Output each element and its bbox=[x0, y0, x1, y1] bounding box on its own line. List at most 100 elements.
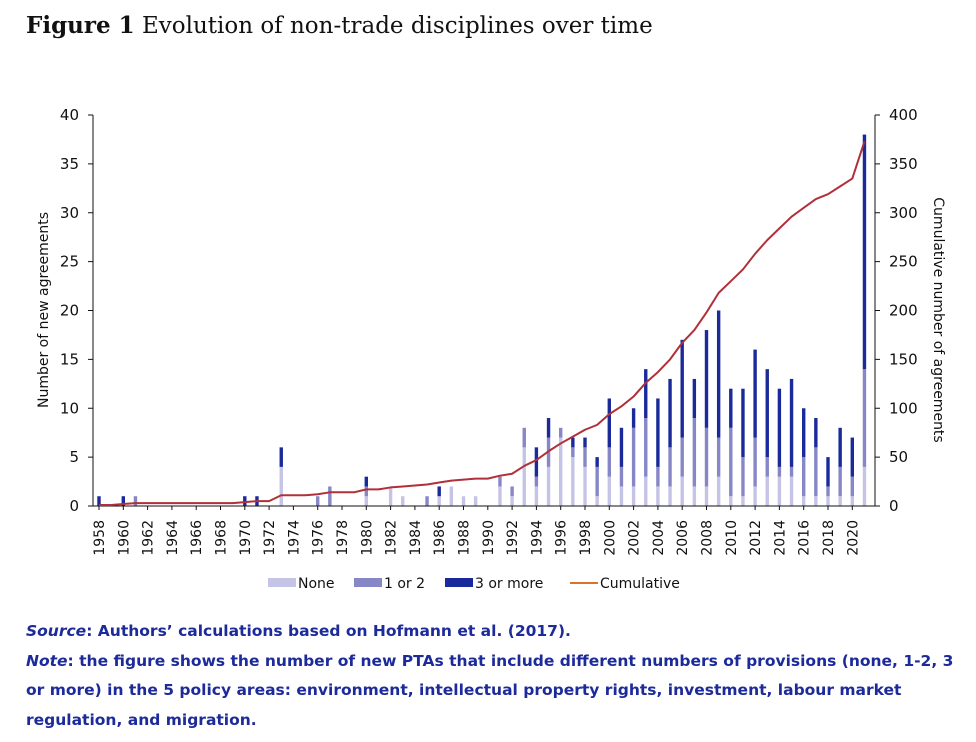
bar-none-1982 bbox=[388, 486, 393, 506]
bar-1-or-2-2009 bbox=[716, 437, 721, 477]
source-label: Source bbox=[26, 622, 87, 640]
bar-none-1997 bbox=[571, 457, 575, 507]
y-tick-label: 15 bbox=[60, 350, 79, 368]
x-tick-label: 1988 bbox=[457, 520, 473, 556]
bar-none-1992 bbox=[510, 496, 514, 506]
bar-1-or-2-2005 bbox=[668, 447, 672, 487]
bar-3-or-more-1986 bbox=[437, 486, 441, 497]
x-tick-label: 1974 bbox=[286, 520, 302, 556]
bar-none-1987 bbox=[449, 486, 454, 506]
bar-1-or-2-2013 bbox=[765, 457, 769, 477]
bar-1-or-2-1999 bbox=[595, 466, 599, 497]
bar-none-1986 bbox=[437, 496, 441, 506]
legend-swatch-3-or-more bbox=[445, 578, 473, 587]
bar-3-or-more-2002 bbox=[631, 408, 636, 428]
explanatory-note: Note: the figure shows the number of new… bbox=[26, 647, 971, 736]
bar-3-or-more-2020 bbox=[850, 437, 854, 477]
bar-3-or-more-2013 bbox=[765, 369, 769, 458]
bar-3-or-more-1999 bbox=[595, 457, 599, 467]
legend-swatch-1-or-2 bbox=[354, 578, 382, 587]
bar-1-or-2-1997 bbox=[571, 447, 575, 458]
y2-tick-label: 350 bbox=[889, 155, 918, 173]
bar-1-or-2-2012 bbox=[753, 437, 757, 487]
bar-3-or-more-2015 bbox=[789, 378, 794, 467]
bar-3-or-more-2005 bbox=[668, 378, 672, 448]
axes-layer bbox=[92, 115, 876, 507]
bar-none-2002 bbox=[631, 486, 636, 506]
bar-3-or-more-2014 bbox=[777, 388, 782, 467]
bar-none-2013 bbox=[765, 476, 769, 506]
legend-label: Cumulative bbox=[600, 576, 680, 592]
x-tick-label: 1980 bbox=[359, 520, 375, 556]
x-tick-label: 1994 bbox=[529, 520, 545, 556]
y-tick-label: 25 bbox=[60, 253, 79, 271]
bar-1-or-2-1994 bbox=[534, 476, 539, 487]
y2-tick-label: 250 bbox=[889, 253, 918, 271]
bar-none-1973 bbox=[279, 466, 283, 506]
bar-none-2012 bbox=[753, 486, 757, 506]
y-axis-label: Number of new agreements bbox=[36, 212, 52, 408]
bar-none-1998 bbox=[583, 466, 587, 506]
x-tick-label: 2010 bbox=[724, 520, 740, 556]
x-tick-label: 1970 bbox=[238, 520, 254, 556]
bar-1-or-2-2011 bbox=[741, 457, 745, 497]
bar-1-or-2-2016 bbox=[802, 457, 806, 497]
y2-tick-label: 50 bbox=[889, 448, 908, 466]
bar-1-or-2-1985 bbox=[425, 496, 429, 506]
bar-none-2020 bbox=[850, 496, 854, 506]
x-tick-label: 1992 bbox=[505, 520, 521, 556]
x-tick-label: 1964 bbox=[165, 520, 181, 556]
x-tick-label: 2012 bbox=[748, 520, 764, 556]
right-axis-ticks: 0 50 100 150 200 250 300 350 400 bbox=[875, 106, 918, 515]
bar-none-2001 bbox=[619, 486, 624, 506]
bar-3-or-more-2010 bbox=[729, 388, 733, 428]
bar-1-or-2-1976 bbox=[316, 496, 320, 506]
x-tick-label: 2008 bbox=[700, 520, 716, 556]
bar-3-or-more-2011 bbox=[741, 388, 745, 458]
bar-1-or-2-1996 bbox=[559, 427, 563, 438]
x-tick-label: 2000 bbox=[602, 520, 618, 556]
bar-none-1996 bbox=[559, 437, 563, 506]
bar-none-1999 bbox=[595, 496, 599, 506]
legend-label: 1 or 2 bbox=[384, 576, 425, 592]
bar-none-2005 bbox=[668, 486, 672, 506]
x-tick-label: 1986 bbox=[432, 520, 448, 556]
y2-tick-label: 150 bbox=[889, 350, 918, 368]
x-tick-label: 1996 bbox=[554, 520, 570, 556]
bar-3-or-more-1995 bbox=[546, 418, 551, 438]
bar-none-2016 bbox=[802, 496, 806, 506]
bar-1-or-2-1993 bbox=[522, 427, 526, 448]
bar-3-or-more-2009 bbox=[716, 310, 721, 438]
bar-1-or-2-1980 bbox=[364, 486, 368, 497]
bar-1-or-2-2006 bbox=[680, 437, 684, 477]
x-tick-label: 1982 bbox=[384, 520, 400, 556]
bar-3-or-more-2019 bbox=[838, 427, 842, 467]
bar-3-or-more-2007 bbox=[692, 378, 697, 419]
bar-1-or-2-1992 bbox=[510, 486, 514, 497]
y2-tick-label: 0 bbox=[889, 497, 899, 515]
y-tick-label: 20 bbox=[60, 302, 79, 320]
x-tick-label: 1972 bbox=[262, 520, 278, 556]
x-tick-label: 2004 bbox=[651, 520, 667, 556]
bar-3-or-more-2004 bbox=[656, 398, 660, 467]
bar-3-or-more-2006 bbox=[680, 339, 684, 438]
x-tick-label: 1968 bbox=[214, 520, 230, 556]
bar-none-2009 bbox=[716, 476, 721, 506]
bar-3-or-more-1960 bbox=[121, 496, 125, 506]
note-label: Note bbox=[26, 651, 68, 670]
x-tick-label: 2002 bbox=[627, 520, 643, 556]
y2-axis-label: Cumulative number of agreements bbox=[930, 197, 946, 442]
bar-3-or-more-1980 bbox=[364, 476, 368, 487]
x-tick-label: 1998 bbox=[578, 520, 594, 556]
x-tick-label: 1960 bbox=[116, 520, 132, 556]
bar-3-or-more-2012 bbox=[753, 349, 757, 438]
bar-1-or-2-2021 bbox=[862, 369, 867, 467]
y-tick-label: 10 bbox=[60, 399, 79, 417]
bar-3-or-more-1994 bbox=[534, 447, 539, 477]
source-note: Source: Authors’ calculations based on H… bbox=[26, 617, 971, 647]
y-tick-label: 0 bbox=[69, 497, 79, 515]
cumulative-line-layer bbox=[99, 141, 866, 507]
y-tick-label: 5 bbox=[69, 448, 79, 466]
bar-none-1993 bbox=[522, 447, 526, 506]
bar-3-or-more-2021 bbox=[862, 134, 867, 370]
